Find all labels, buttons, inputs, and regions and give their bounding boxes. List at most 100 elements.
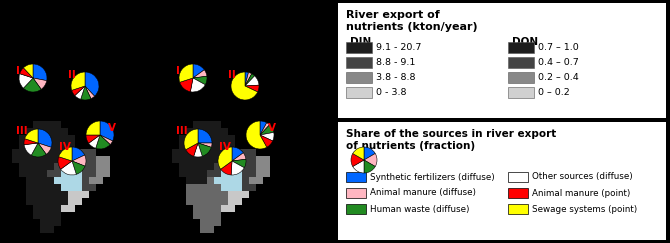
Wedge shape — [180, 78, 193, 92]
Bar — [346, 172, 366, 182]
Bar — [228, 205, 235, 212]
Bar — [19, 142, 26, 149]
Wedge shape — [193, 76, 207, 85]
Wedge shape — [246, 121, 267, 149]
Bar — [193, 121, 200, 128]
Bar — [200, 212, 207, 219]
Bar — [33, 212, 40, 219]
Bar — [68, 184, 75, 191]
Bar — [26, 128, 33, 135]
Bar — [179, 170, 186, 177]
Bar — [75, 198, 82, 205]
Bar — [235, 163, 242, 170]
Bar — [12, 156, 19, 163]
Bar — [47, 128, 54, 135]
Bar — [346, 188, 366, 198]
Bar — [33, 184, 40, 191]
Wedge shape — [231, 161, 245, 175]
Bar — [61, 142, 68, 149]
Bar — [235, 149, 242, 156]
Text: DON: DON — [512, 37, 538, 47]
Bar — [179, 156, 186, 163]
Bar — [47, 177, 54, 184]
Bar — [68, 198, 75, 205]
Bar — [207, 191, 214, 198]
Bar — [207, 205, 214, 212]
Bar — [61, 170, 68, 177]
Bar — [68, 156, 75, 163]
Bar — [75, 191, 82, 198]
Bar — [186, 135, 193, 142]
Bar — [54, 121, 61, 128]
Bar — [40, 191, 47, 198]
Wedge shape — [260, 132, 274, 141]
Wedge shape — [72, 155, 86, 166]
Bar — [47, 142, 54, 149]
Bar — [47, 226, 54, 233]
Bar — [82, 184, 89, 191]
Wedge shape — [85, 86, 94, 99]
Bar — [54, 184, 61, 191]
Bar — [193, 191, 200, 198]
Bar — [214, 149, 221, 156]
Bar — [207, 121, 214, 128]
Bar — [228, 198, 235, 205]
Bar — [26, 198, 33, 205]
Text: I: I — [16, 66, 20, 76]
Bar — [96, 170, 103, 177]
Bar — [207, 135, 214, 142]
Bar — [33, 121, 40, 128]
Wedge shape — [184, 129, 198, 150]
Bar — [235, 177, 242, 184]
Text: 0 - 3.8: 0 - 3.8 — [376, 88, 407, 97]
Bar — [47, 170, 54, 177]
Wedge shape — [364, 147, 375, 160]
Bar — [33, 163, 40, 170]
Wedge shape — [220, 161, 232, 175]
Wedge shape — [218, 147, 232, 169]
Bar — [47, 121, 54, 128]
Bar — [193, 170, 200, 177]
Bar — [186, 198, 193, 205]
Bar — [40, 135, 47, 142]
Wedge shape — [179, 64, 193, 82]
Wedge shape — [198, 143, 211, 156]
Bar — [40, 170, 47, 177]
Bar — [19, 163, 26, 170]
Bar — [54, 163, 61, 170]
Text: River export of: River export of — [346, 10, 440, 20]
Bar — [40, 212, 47, 219]
Bar — [89, 156, 96, 163]
Bar — [263, 156, 270, 163]
Text: III: III — [16, 126, 28, 136]
Bar — [61, 163, 68, 170]
Wedge shape — [38, 129, 52, 147]
Bar — [89, 170, 96, 177]
Text: IV: IV — [219, 142, 231, 152]
Wedge shape — [100, 135, 113, 145]
Wedge shape — [193, 70, 207, 78]
Wedge shape — [231, 72, 258, 100]
Bar — [61, 149, 68, 156]
Text: 0 – 0.2: 0 – 0.2 — [538, 88, 570, 97]
Bar — [40, 177, 47, 184]
Bar — [61, 128, 68, 135]
Wedge shape — [19, 74, 33, 88]
Bar — [186, 177, 193, 184]
Bar — [33, 205, 40, 212]
Bar — [47, 149, 54, 156]
Bar — [186, 156, 193, 163]
Bar — [221, 163, 228, 170]
Bar — [256, 177, 263, 184]
Bar — [26, 163, 33, 170]
Bar — [200, 177, 207, 184]
Bar — [179, 135, 186, 142]
Bar — [207, 198, 214, 205]
Bar — [54, 219, 61, 226]
Bar — [207, 170, 214, 177]
Bar — [40, 142, 47, 149]
Bar — [508, 87, 534, 98]
Bar — [33, 177, 40, 184]
Wedge shape — [80, 86, 91, 100]
Bar — [68, 149, 75, 156]
